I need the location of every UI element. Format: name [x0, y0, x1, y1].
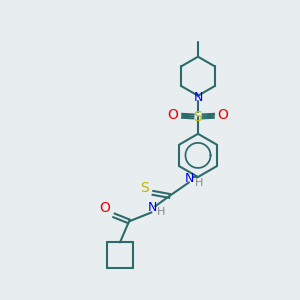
Text: H: H [157, 207, 165, 217]
Text: O: O [168, 108, 178, 122]
Text: O: O [100, 201, 110, 215]
Text: O: O [218, 108, 228, 122]
Text: S: S [140, 181, 149, 195]
Text: N: N [185, 172, 194, 185]
Text: N: N [147, 201, 157, 214]
Text: H: H [194, 178, 203, 188]
Text: S: S [194, 110, 202, 124]
Text: N: N [193, 91, 203, 104]
